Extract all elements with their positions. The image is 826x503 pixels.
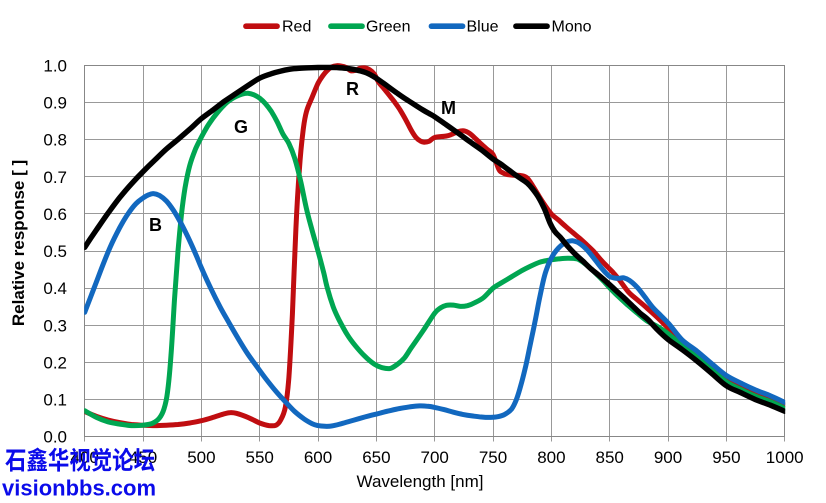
svg-text:Relative response [ ]: Relative response [ ] — [9, 160, 28, 326]
svg-text:B: B — [149, 215, 162, 235]
svg-text:visionbbs.com: visionbbs.com — [2, 476, 156, 501]
svg-text:0.4: 0.4 — [43, 279, 67, 298]
svg-text:1000: 1000 — [766, 448, 804, 467]
svg-text:M: M — [441, 98, 456, 118]
svg-text:Green: Green — [366, 19, 410, 36]
svg-text:R: R — [346, 79, 359, 99]
svg-text:0.5: 0.5 — [43, 242, 67, 261]
svg-text:850: 850 — [596, 448, 624, 467]
svg-text:Wavelength [nm]: Wavelength [nm] — [357, 472, 484, 491]
svg-text:500: 500 — [187, 448, 215, 467]
svg-text:650: 650 — [362, 448, 390, 467]
svg-text:0.3: 0.3 — [43, 316, 67, 335]
svg-text:Blue: Blue — [467, 19, 499, 36]
svg-text:950: 950 — [712, 448, 740, 467]
svg-text:0.0: 0.0 — [43, 428, 67, 447]
svg-text:750: 750 — [479, 448, 507, 467]
svg-text:0.6: 0.6 — [43, 205, 67, 224]
svg-text:700: 700 — [421, 448, 449, 467]
svg-text:Mono: Mono — [552, 19, 592, 36]
svg-text:0.7: 0.7 — [43, 168, 67, 187]
svg-text:600: 600 — [304, 448, 332, 467]
svg-text:1.0: 1.0 — [43, 57, 67, 76]
svg-text:550: 550 — [246, 448, 274, 467]
svg-text:0.9: 0.9 — [43, 94, 67, 113]
svg-text:900: 900 — [654, 448, 682, 467]
svg-text:800: 800 — [537, 448, 565, 467]
svg-text:0.2: 0.2 — [43, 354, 67, 373]
svg-text:0.8: 0.8 — [43, 131, 67, 150]
svg-text:0.1: 0.1 — [43, 391, 67, 410]
svg-text:Red: Red — [282, 19, 311, 36]
svg-text:G: G — [234, 117, 248, 137]
